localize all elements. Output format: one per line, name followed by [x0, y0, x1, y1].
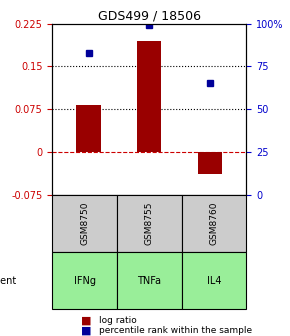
Text: IL4: IL4	[207, 276, 221, 286]
Text: GSM8755: GSM8755	[145, 202, 154, 245]
FancyBboxPatch shape	[52, 195, 117, 252]
FancyBboxPatch shape	[182, 195, 246, 252]
Bar	[137, 41, 162, 152]
FancyBboxPatch shape	[52, 252, 117, 309]
FancyBboxPatch shape	[117, 252, 182, 309]
Text: GSM8760: GSM8760	[210, 202, 219, 245]
Text: TNFa: TNFa	[137, 276, 161, 286]
FancyBboxPatch shape	[117, 195, 182, 252]
FancyBboxPatch shape	[182, 252, 246, 309]
Text: agent: agent	[0, 276, 17, 286]
Text: ■: ■	[81, 326, 92, 336]
Bar	[198, 152, 222, 174]
Text: log ratio: log ratio	[99, 317, 136, 325]
Bar	[77, 105, 101, 152]
Text: GSM8750: GSM8750	[80, 202, 89, 245]
Text: ■: ■	[81, 316, 92, 326]
Text: percentile rank within the sample: percentile rank within the sample	[99, 327, 252, 335]
Title: GDS499 / 18506: GDS499 / 18506	[98, 9, 201, 23]
Text: IFNg: IFNg	[74, 276, 96, 286]
